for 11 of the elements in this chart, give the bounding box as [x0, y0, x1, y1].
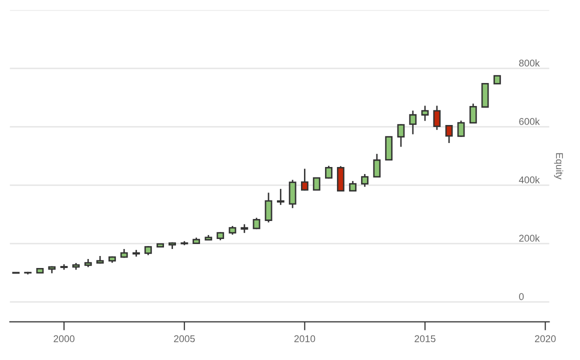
- y-axis-title: Equity: [554, 153, 564, 180]
- x-tick-label: 2000: [54, 335, 74, 342]
- x-tick-label: 2015: [414, 335, 436, 342]
- x-tick-label: 2010: [294, 335, 316, 342]
- y-tick-label: 400k: [518, 176, 540, 184]
- y-tick-label: 600k: [519, 118, 540, 125]
- x-tick-label: 2020: [534, 335, 556, 342]
- y-tick-label: 800k: [519, 59, 540, 67]
- y-tick-label: 200k: [519, 234, 540, 242]
- x-tick-label: 2005: [174, 335, 195, 342]
- y-tick-label: 0: [519, 293, 524, 300]
